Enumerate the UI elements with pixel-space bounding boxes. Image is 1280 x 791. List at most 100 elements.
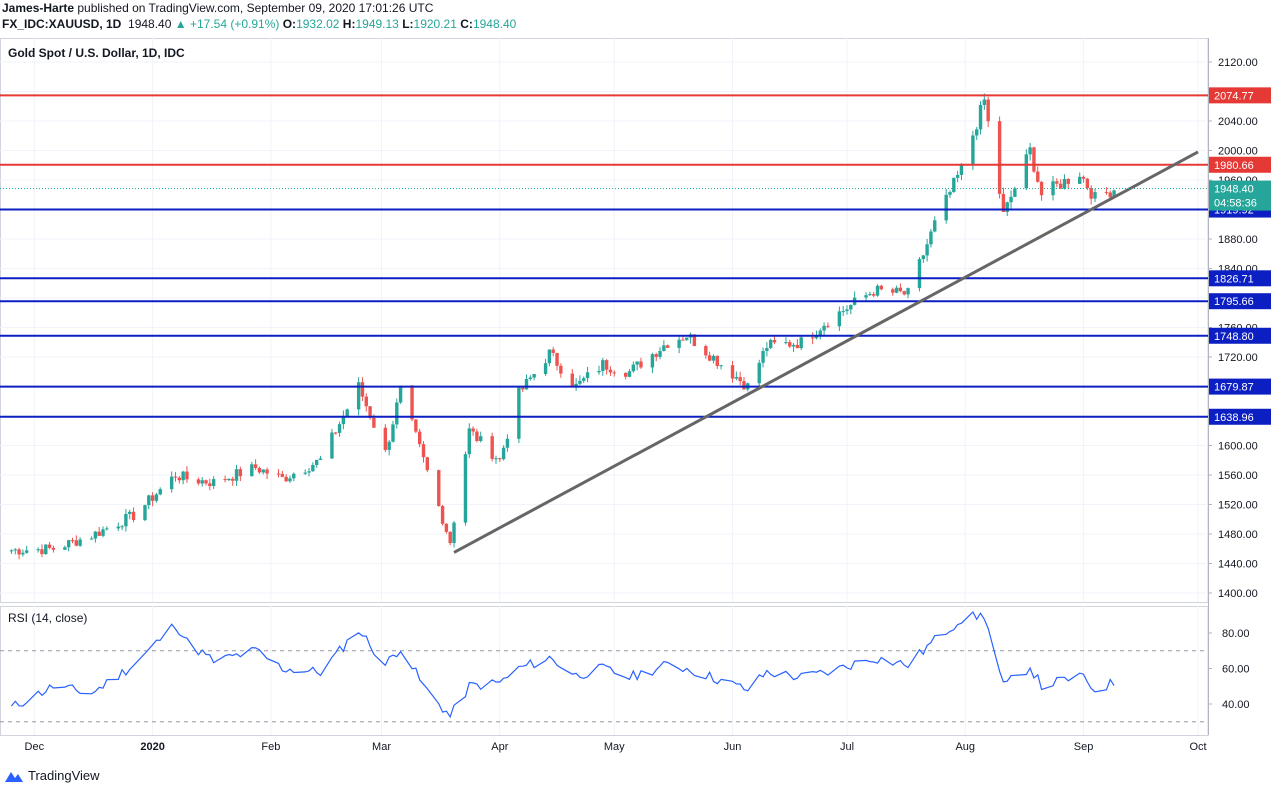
candle-body [692,334,697,347]
candle-body [211,479,216,487]
candle-body [601,360,605,371]
rsi-tick-label: 60.00 [1222,664,1250,676]
support-level-tag-label: 1638.96 [1214,412,1254,424]
candle-body [124,514,128,527]
candle-body [975,129,979,136]
candle-body [849,304,853,310]
tradingview-logo-icon [5,771,23,782]
price-tick-label: 2000.00 [1218,146,1258,158]
candle-body [738,377,742,382]
candle-body [288,478,292,482]
candle-body [665,345,670,348]
candle-body [822,325,826,331]
candle-body [1081,176,1086,179]
candle-body [1062,179,1067,189]
candle-body [681,339,685,341]
candle-body [410,385,414,420]
candle-body [879,285,884,290]
candle-body [864,295,868,298]
candle-body [475,431,479,441]
x-tick-label: Apr [491,741,508,753]
candle-body [952,177,956,193]
candle-body [730,365,735,379]
candle-body [425,457,430,471]
candle-body [555,352,559,366]
candle-body [917,259,922,289]
candle-body [93,531,98,539]
candle-body [1005,202,1009,212]
price-tick-label: 1560.00 [1218,470,1258,482]
candle-body [158,489,162,495]
candle-body [234,469,239,481]
candle-body [204,480,208,484]
candle-body [345,409,349,417]
candle-body [398,385,403,403]
candle-body [1036,171,1040,182]
publish-info: published on TradingView.com, September … [74,1,434,15]
candle-body [788,342,792,347]
candle-body [280,473,285,477]
resistance-level-tag [1209,87,1271,104]
price-pane-border [0,38,1209,603]
candle-body [604,360,609,370]
candle-body [933,220,937,232]
candle-body [284,476,288,482]
candle-body [231,478,235,481]
candle-body [902,291,906,295]
candle-body [761,350,765,363]
price-tick-label: 1600.00 [1218,441,1258,453]
candle-body [1009,196,1013,203]
x-tick-label: Feb [261,741,280,753]
candle-body [944,194,948,221]
current-price-label: 1948.40 [1214,184,1254,196]
candle-body [253,464,258,468]
last-price: 1948.40 [128,17,172,31]
candle-body [276,473,281,475]
candle-body [1093,192,1097,199]
rsi-line [10,611,1115,719]
low-value: 1920.21 [413,17,457,31]
brand-name[interactable]: TradingView [28,768,100,783]
support-level-tag-label: 1679.87 [1214,382,1254,394]
candle-body [978,104,983,130]
candle-body [1078,176,1082,184]
candle-body [715,355,719,366]
candle-body [395,402,399,425]
candle-body [128,511,132,515]
candle-body [334,432,338,434]
candle-body [921,255,925,260]
candle-body [971,135,975,165]
candle-body [925,244,929,256]
candle-body [784,342,788,344]
author-name[interactable]: James-Harte [2,1,75,15]
candle-body [1001,193,1006,212]
support-level-tag [1209,378,1271,395]
candle-body [444,523,449,532]
candle-body [585,372,590,379]
x-tick-label: Jul [840,741,854,753]
price-tick-label: 1400.00 [1218,588,1258,600]
candle-body [372,417,376,428]
support-level-tag-label: 1748.80 [1214,331,1254,343]
candle-body [364,396,368,407]
x-tick-label: Oct [1189,741,1206,753]
price-tick-label: 1440.00 [1218,559,1258,571]
candle-body [898,287,903,292]
candle-body [21,552,25,555]
candle-body [742,381,746,390]
candle-body [524,379,529,390]
candle-body [368,406,372,418]
candle-body [173,476,178,478]
candle-body [414,419,418,432]
candle-body [997,121,1002,194]
candle-body [795,344,800,349]
candle-body [40,549,44,555]
support-level-tag-label: 1826.71 [1214,273,1254,285]
candle-body [261,469,265,473]
candle-body [25,550,29,553]
candle-body [337,424,342,433]
candle-body [257,467,262,473]
price-tick-label: 2120.00 [1218,57,1258,69]
candle-body [631,364,636,372]
